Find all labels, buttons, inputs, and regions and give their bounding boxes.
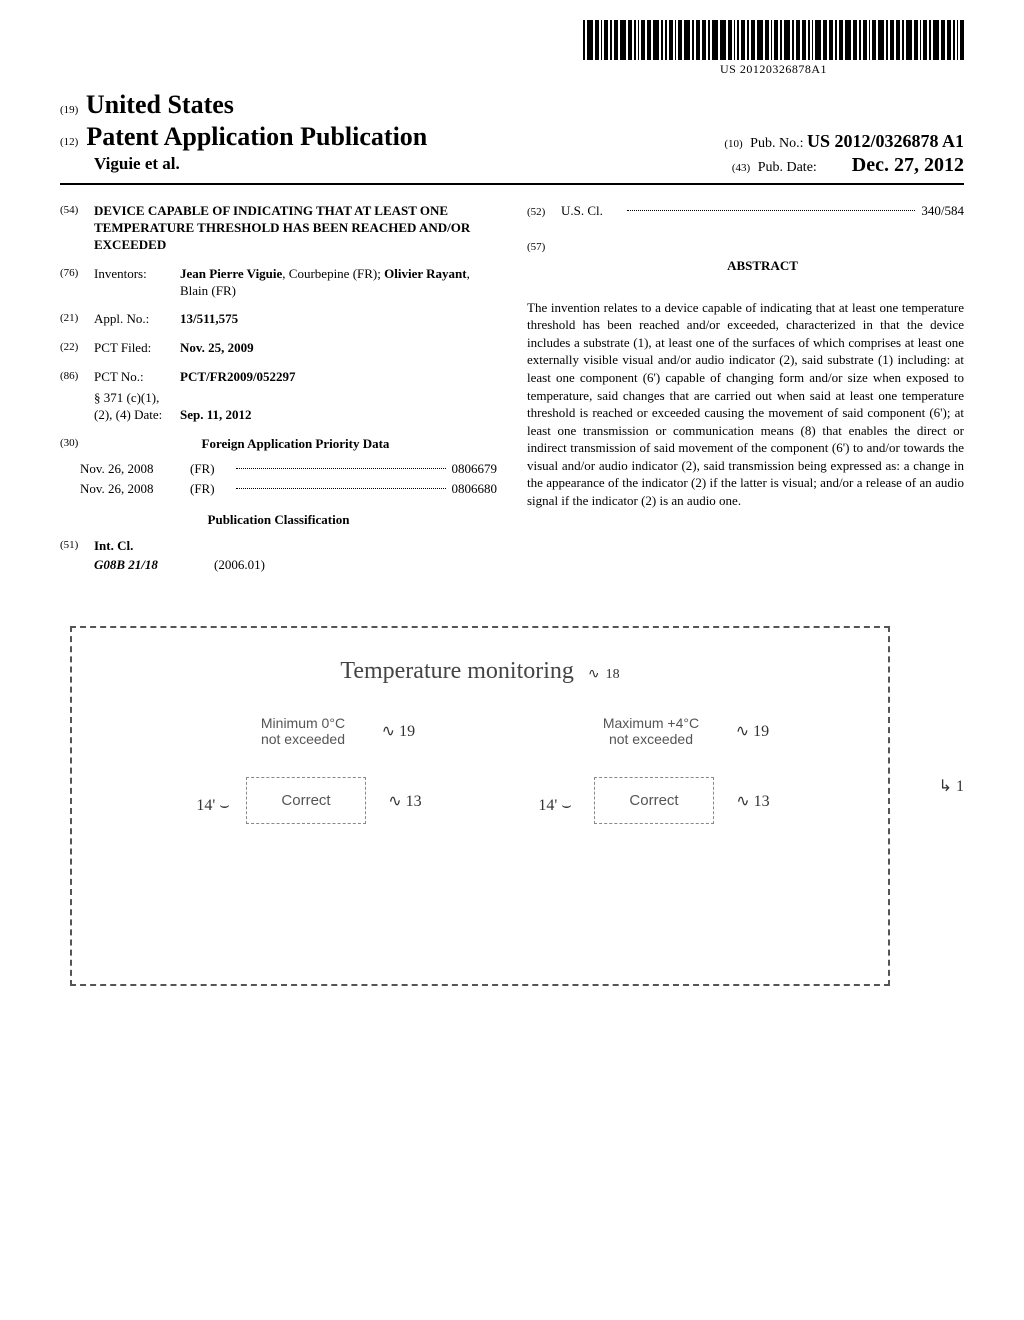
pct-filed-label: PCT Filed: bbox=[94, 340, 180, 357]
abstract-heading: ABSTRACT bbox=[561, 258, 964, 275]
inventors-label: Inventors: bbox=[94, 266, 180, 300]
field-57: (57) bbox=[527, 240, 561, 299]
field-30: (30) bbox=[60, 436, 94, 453]
field-76: (76) bbox=[60, 266, 94, 300]
dotted-leader bbox=[236, 468, 446, 469]
country-name: United States bbox=[86, 90, 234, 119]
priority-row: Nov. 26, 2008 (FR) 0806680 bbox=[60, 481, 497, 498]
doc-type: Patent Application Publication bbox=[86, 122, 427, 151]
left-correct-group: 14' ⌣ Correct ∿ 13 bbox=[246, 777, 365, 824]
min-label: Minimum 0°C bbox=[261, 715, 345, 731]
max-threshold-block: Maximum +4°C not exceeded ∿ 19 bbox=[603, 715, 699, 747]
min-sub: not exceeded bbox=[261, 731, 345, 747]
priority-date: Nov. 26, 2008 bbox=[80, 461, 190, 478]
barcode-region: US 20120326878A1 bbox=[583, 20, 964, 77]
pub-date-label: Pub. Date: bbox=[758, 160, 817, 175]
pct-no: PCT/FR2009/052297 bbox=[180, 369, 296, 384]
abstract-text: The invention relates to a device capabl… bbox=[527, 299, 964, 510]
pub-no-label: Pub. No.: bbox=[750, 136, 803, 151]
title-ref-lead: ∿ bbox=[588, 667, 600, 682]
priority-number: 0806680 bbox=[452, 481, 498, 498]
field-54: (54) bbox=[60, 203, 94, 254]
min-ref: ∿ 19 bbox=[382, 721, 415, 741]
priority-number: 0806679 bbox=[452, 461, 498, 478]
kind-code-12: (12) bbox=[60, 136, 78, 148]
max-ref: ∿ 19 bbox=[736, 721, 769, 741]
pct-no-label: PCT No.: bbox=[94, 369, 180, 386]
intcl-code: G08B 21/18 bbox=[94, 557, 158, 572]
max-sub: not exceeded bbox=[603, 731, 699, 747]
appl-no-label: Appl. No.: bbox=[94, 311, 180, 328]
correct-box-right: Correct bbox=[594, 777, 713, 824]
left-column: (54) DEVICE CAPABLE OF INDICATING THAT A… bbox=[60, 203, 497, 586]
figure-frame: Temperature monitoring ∿ 18 Minimum 0°C … bbox=[70, 626, 890, 986]
invention-title: DEVICE CAPABLE OF INDICATING THAT AT LEA… bbox=[94, 203, 497, 254]
max-label: Maximum +4°C bbox=[603, 715, 699, 731]
priority-country: (FR) bbox=[190, 481, 230, 498]
left-box-ref: ∿ 13 bbox=[388, 791, 421, 811]
barcode-graphic bbox=[583, 20, 964, 60]
uscl-code: 340/584 bbox=[921, 203, 964, 218]
pub-no: US 2012/0326878 A1 bbox=[807, 131, 964, 151]
frame-ref: ↳ 1 bbox=[939, 776, 964, 796]
correct-box-left: Correct bbox=[246, 777, 365, 824]
s371-label: § 371 (c)(1), (2), (4) Date: bbox=[94, 390, 180, 424]
intcl-label: Int. Cl. bbox=[94, 538, 133, 553]
figure-container: Temperature monitoring ∿ 18 Minimum 0°C … bbox=[60, 626, 964, 1006]
kind-code-10: (10) bbox=[724, 138, 742, 150]
uscl-label: U.S. Cl. bbox=[561, 203, 603, 218]
dotted-leader bbox=[236, 488, 446, 489]
field-21: (21) bbox=[60, 311, 94, 328]
kind-code-43: (43) bbox=[732, 162, 750, 174]
pub-date: Dec. 27, 2012 bbox=[852, 154, 964, 176]
s371-date: Sep. 11, 2012 bbox=[180, 407, 252, 422]
right-box-ref: ∿ 13 bbox=[736, 791, 769, 811]
intcl-version: (2006.01) bbox=[214, 557, 265, 574]
priority-country: (FR) bbox=[190, 461, 230, 478]
right-arrow-ref: 14' ⌣ bbox=[538, 797, 571, 815]
foreign-heading: Foreign Application Priority Data bbox=[94, 436, 497, 453]
figure-title: Temperature monitoring bbox=[340, 658, 574, 684]
field-86: (86) bbox=[60, 369, 94, 386]
min-threshold-block: Minimum 0°C not exceeded ∿ 19 bbox=[261, 715, 345, 747]
right-column: (52) U.S. Cl. 340/584 (57) ABSTRACT The … bbox=[527, 203, 964, 586]
kind-code-19: (19) bbox=[60, 104, 78, 116]
priority-date: Nov. 26, 2008 bbox=[80, 481, 190, 498]
document-header: (19) United States (12) Patent Applicati… bbox=[60, 90, 964, 185]
barcode-text: US 20120326878A1 bbox=[583, 62, 964, 77]
priority-row: Nov. 26, 2008 (FR) 0806679 bbox=[60, 461, 497, 478]
field-51: (51) bbox=[60, 538, 94, 555]
title-ref: 18 bbox=[606, 667, 620, 682]
pct-filed-date: Nov. 25, 2009 bbox=[180, 340, 254, 355]
right-correct-group: 14' ⌣ Correct ∿ 13 bbox=[594, 777, 713, 824]
field-22: (22) bbox=[60, 340, 94, 357]
left-arrow-ref: 14' ⌣ bbox=[196, 797, 229, 815]
pubclass-heading: Publication Classification bbox=[60, 512, 497, 529]
field-52: (52) bbox=[527, 205, 561, 219]
dotted-leader bbox=[627, 210, 915, 211]
body-columns: (54) DEVICE CAPABLE OF INDICATING THAT A… bbox=[60, 203, 964, 586]
appl-no: 13/511,575 bbox=[180, 311, 238, 326]
authors-line: Viguie et al. bbox=[94, 154, 180, 177]
inventors-names: Jean Pierre Viguie bbox=[180, 266, 282, 281]
